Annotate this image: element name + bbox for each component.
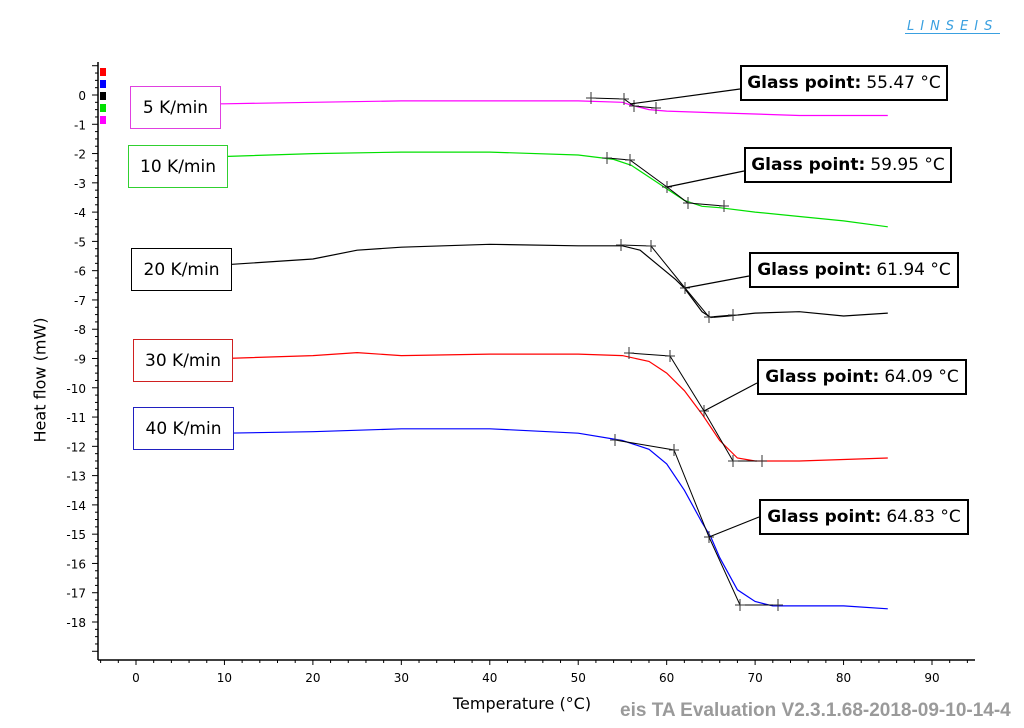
y-axis-label: Heat flow (mW) <box>30 317 50 443</box>
svg-text:40: 40 <box>482 671 497 685</box>
software-version-footer: eis TA Evaluation V2.3.1.68-2018-09-10-1… <box>620 700 1011 721</box>
svg-text:-10: -10 <box>66 382 86 396</box>
legend-swatch-green <box>100 104 106 112</box>
svg-text:30: 30 <box>394 671 409 685</box>
svg-text:20: 20 <box>305 671 320 685</box>
legend-swatch-blue <box>100 80 106 88</box>
glass-point-leader-line <box>629 88 741 105</box>
svg-text:-14: -14 <box>66 499 86 513</box>
glass-point-label-10kmin[interactable]: Glass point: 59.95 °C <box>744 147 952 183</box>
glass-point-value: 59.95 °C <box>870 155 945 175</box>
glass-point-leader-line <box>684 275 750 289</box>
svg-text:-3: -3 <box>74 177 86 191</box>
glass-point-key: Glass point: <box>767 507 882 527</box>
legend-swatch-red <box>100 68 106 76</box>
svg-text:60: 60 <box>659 671 674 685</box>
svg-text:-11: -11 <box>66 411 86 425</box>
curve-5kmin <box>221 100 888 117</box>
series-label-20kmin[interactable]: 20 K/min <box>131 248 232 291</box>
glass-point-value: 55.47 °C <box>866 73 941 93</box>
svg-text:0: 0 <box>132 671 140 685</box>
svg-text:-16: -16 <box>66 557 86 571</box>
series-label-40kmin[interactable]: 40 K/min <box>133 407 234 450</box>
glass-point-key: Glass point: <box>751 155 866 175</box>
glass-point-value: 64.83 °C <box>886 507 961 527</box>
svg-text:90: 90 <box>924 671 939 685</box>
glass-point-key: Glass point: <box>757 260 872 280</box>
svg-text:10: 10 <box>217 671 232 685</box>
legend-swatch-magenta <box>100 116 106 124</box>
svg-text:-17: -17 <box>66 587 86 601</box>
svg-text:-7: -7 <box>74 294 86 308</box>
svg-text:-12: -12 <box>66 440 86 454</box>
glass-point-label-5kmin[interactable]: Glass point: 55.47 °C <box>740 65 948 101</box>
glass-point-key: Glass point: <box>765 367 880 387</box>
curve-20kmin <box>224 243 888 319</box>
glass-point-value: 64.09 °C <box>884 367 959 387</box>
glass-point-leader-line <box>666 170 745 188</box>
series-label-5kmin[interactable]: 5 K/min <box>130 86 221 129</box>
legend-swatch-black <box>100 92 106 100</box>
svg-text:0: 0 <box>78 89 86 103</box>
svg-text:-9: -9 <box>74 353 86 367</box>
svg-text:-5: -5 <box>74 235 86 249</box>
series-label-30kmin[interactable]: 30 K/min <box>133 339 233 382</box>
glass-point-leader-line <box>708 516 760 538</box>
svg-text:80: 80 <box>836 671 851 685</box>
svg-text:-15: -15 <box>66 528 86 542</box>
svg-text:-1: -1 <box>74 118 86 132</box>
linseis-logo: LINSEIS <box>905 19 1001 34</box>
svg-text:70: 70 <box>747 671 762 685</box>
svg-text:-2: -2 <box>74 148 86 162</box>
x-axis-label: Temperature (°C) <box>453 694 592 713</box>
svg-text:-13: -13 <box>66 470 86 484</box>
glass-point-label-30kmin[interactable]: Glass point: 64.09 °C <box>757 359 967 395</box>
svg-text:-8: -8 <box>74 323 86 337</box>
svg-text:-18: -18 <box>66 616 86 630</box>
glass-point-label-20kmin[interactable]: Glass point: 61.94 °C <box>749 252 959 288</box>
glass-point-label-40kmin[interactable]: Glass point: 64.83 °C <box>759 499 969 535</box>
svg-text:-4: -4 <box>74 206 86 220</box>
axes: 0 -1 -2 -3 -4 -5 -6 -7 -8 -9 -10 -11 -12 -13 -14 -15 -16… <box>66 62 975 685</box>
glass-point-value: 61.94 °C <box>876 260 951 280</box>
glass-point-key: Glass point: <box>747 73 862 93</box>
curve-10kmin <box>224 151 888 228</box>
svg-text:50: 50 <box>571 671 586 685</box>
tangent-lines <box>586 88 783 611</box>
series-label-10kmin[interactable]: 10 K/min <box>128 145 228 188</box>
svg-text:-6: -6 <box>74 265 86 279</box>
glass-point-leader-line <box>703 382 758 412</box>
curve-40kmin <box>224 428 888 610</box>
